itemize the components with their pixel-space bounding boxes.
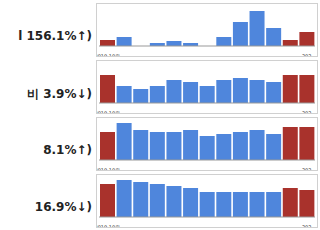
svg-text:2019.10월: 2019.10월 [97, 110, 120, 113]
svg-text:202: 202 [302, 53, 312, 56]
svg-text:202: 202 [302, 167, 312, 170]
html-text:l 156.1%↑): l 156.1%↑) [18, 29, 92, 43]
svg-text:202: 202 [302, 110, 312, 113]
svg-text:2019.10월: 2019.10월 [97, 224, 120, 227]
html-text:16.9%↓): 16.9%↓) [34, 200, 92, 214]
svg-text:202: 202 [302, 224, 312, 227]
svg-text:2019.10월: 2019.10월 [97, 53, 120, 56]
html-text:8.1%↑): 8.1%↑) [43, 143, 92, 157]
html-text:비 3.9%↓): 비 3.9%↓) [27, 87, 92, 101]
svg-text:2019.10월: 2019.10월 [97, 167, 120, 170]
